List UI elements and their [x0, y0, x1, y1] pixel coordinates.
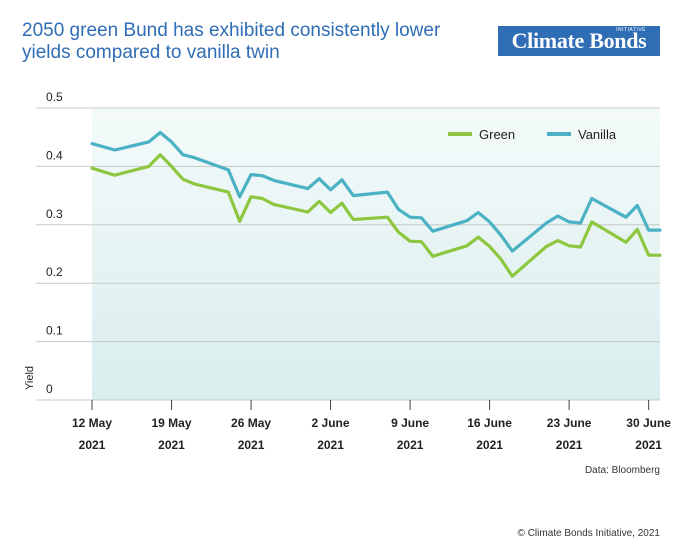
x-tick-year: 2021: [317, 438, 344, 452]
legend-label-vanilla: Vanilla: [578, 127, 617, 142]
y-tick-label: 0.1: [46, 324, 63, 338]
x-tick-label: 2 June: [312, 416, 350, 430]
data-source: Data: Bloomberg: [584, 465, 660, 476]
y-axis-label: Yield: [24, 366, 36, 390]
y-tick-label: 0.5: [46, 90, 63, 104]
series-line-green: [90, 153, 662, 278]
x-tick-year: 2021: [158, 438, 185, 452]
x-tick-label: 16 June: [467, 416, 512, 430]
x-tick-label: 12 May: [72, 416, 112, 430]
y-tick-label: 0.3: [46, 207, 63, 221]
x-tick-year: 2021: [397, 438, 424, 452]
x-tick-year: 2021: [556, 438, 583, 452]
y-tick-labels: 0.5 0.4 0.3 0.2 0.1 0: [46, 90, 63, 396]
y-tick-label: 0.4: [46, 148, 63, 162]
y-tick-label: 0.2: [46, 265, 63, 279]
x-tick-label: 9 June: [391, 416, 429, 430]
x-tick-label: 30 June: [626, 416, 671, 430]
y-tick-label: 0: [46, 382, 53, 396]
x-tick-label: 19 May: [152, 416, 192, 430]
x-tick-year: 2021: [79, 438, 106, 452]
logo-small-text: INITIATIVE: [616, 27, 646, 33]
climate-bonds-logo: Climate Bonds INITIATIVE: [498, 26, 660, 56]
series-lines: [90, 130, 662, 278]
legend-label-green: Green: [479, 127, 515, 142]
series-line-vanilla: [90, 130, 662, 253]
x-tick-year: 2021: [238, 438, 265, 452]
chart-title: 2050 green Bund has exhibited consistent…: [22, 20, 441, 63]
x-tick-label: 23 June: [547, 416, 592, 430]
copyright: © Climate Bonds Initiative, 2021: [517, 528, 660, 539]
x-tick-label: 26 May: [231, 416, 271, 430]
plot-area: [92, 108, 660, 400]
x-tick-year: 2021: [476, 438, 503, 452]
legend: Green Vanilla: [448, 127, 617, 142]
x-tick-labels: 12 May 2021 19 May 2021 26 May 2021 2 June 2021…: [36, 399, 671, 452]
x-tick-year: 2021: [635, 438, 662, 452]
logo-text: Climate Bonds: [511, 28, 647, 53]
